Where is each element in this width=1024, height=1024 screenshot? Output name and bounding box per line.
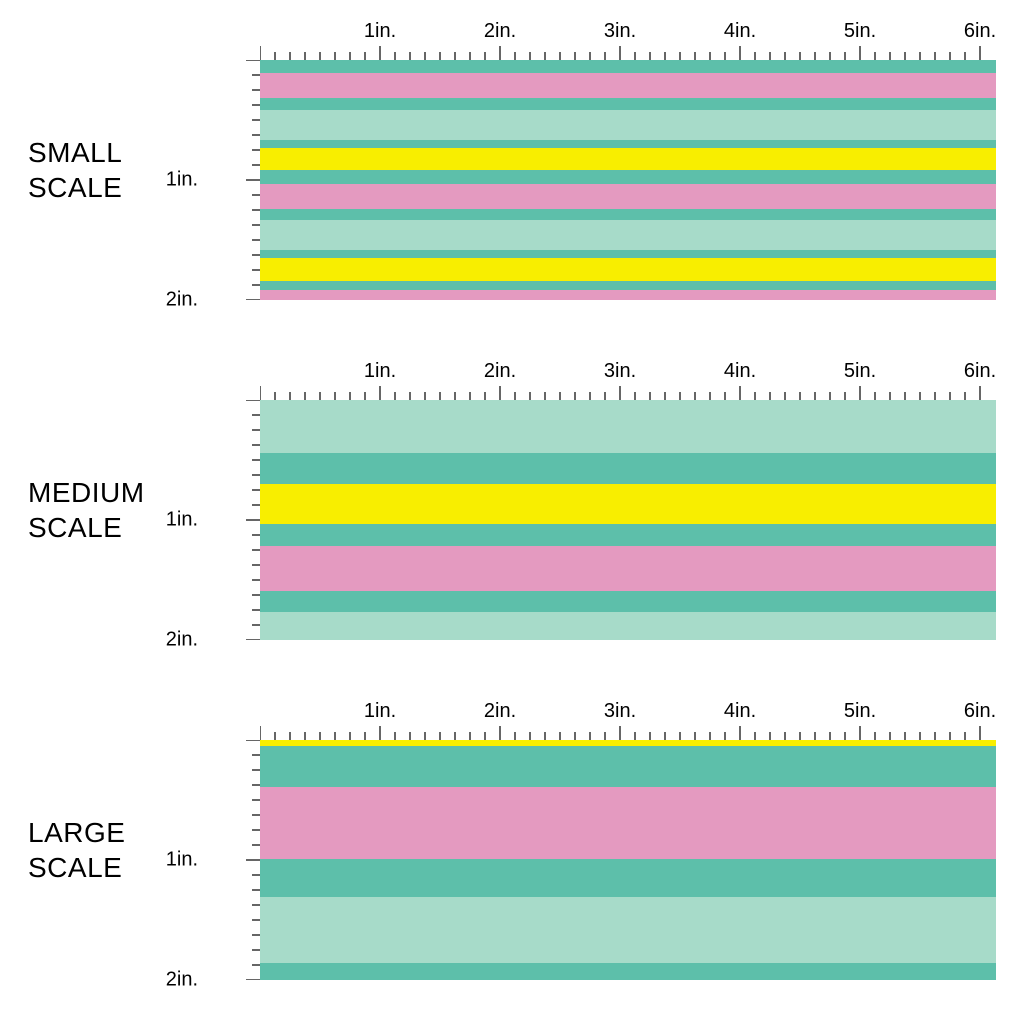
large-ruler-v: 1in.2in. <box>230 740 260 980</box>
large-scale-label: LARGE SCALE <box>28 815 125 885</box>
stripe <box>260 60 996 73</box>
stripe <box>260 746 996 788</box>
small-swatch <box>260 60 996 300</box>
ruler-x-label: 6in. <box>964 20 996 43</box>
stripe <box>260 400 996 453</box>
large-ruler-h: 1in. 2in. 3in. 4in. 5in. 6in. <box>260 700 996 740</box>
medium-ruler-h: 1in. 2in. 3in. 4in. 5in. 6in. <box>260 360 996 400</box>
ruler-x-label: 5in. <box>844 360 876 383</box>
ruler-x-label: 4in. <box>724 700 756 723</box>
stripe <box>260 484 996 523</box>
stripe <box>260 281 996 291</box>
stripe <box>260 290 996 300</box>
medium-ruler-v: 1in.2in. <box>230 400 260 640</box>
stripe <box>260 787 996 859</box>
small-ruler-v: 1in.2in. <box>230 60 260 300</box>
ruler-x-label: 5in. <box>844 700 876 723</box>
stripe <box>260 546 996 591</box>
ruler-x-label: 4in. <box>724 20 756 43</box>
canvas: SMALL SCALE 1in.2in.3in.4in.5in.6in. 1in… <box>0 0 1024 1024</box>
stripe <box>260 859 996 897</box>
ruler-y-label: 2in. <box>166 289 198 312</box>
stripe <box>260 963 996 980</box>
stripe <box>260 591 996 612</box>
medium-scale-label: MEDIUM SCALE <box>28 475 145 545</box>
ruler-x-label: 3in. <box>604 20 636 43</box>
ruler-x-label: 3in. <box>604 360 636 383</box>
small-ruler-h: 1in. 2in. 3in. 4in. 5in. 6in. <box>260 20 996 60</box>
ruler-x-label: 4in. <box>724 360 756 383</box>
stripe <box>260 897 996 963</box>
stripe <box>260 524 996 547</box>
stripe <box>260 73 996 98</box>
stripe <box>260 258 996 281</box>
ruler-x-label: 2in. <box>484 20 516 43</box>
ruler-y-label: 1in. <box>166 169 198 192</box>
small-scale-label: SMALL SCALE <box>28 135 122 205</box>
stripe <box>260 612 996 640</box>
ruler-x-label: 6in. <box>964 360 996 383</box>
medium-swatch <box>260 400 996 640</box>
stripe <box>260 140 996 148</box>
stripe <box>260 98 996 109</box>
ruler-x-label: 5in. <box>844 20 876 43</box>
ruler-y-label: 2in. <box>166 629 198 652</box>
ruler-x-label: 2in. <box>484 360 516 383</box>
stripe <box>260 110 996 140</box>
ruler-y-label: 1in. <box>166 849 198 872</box>
ruler-y-label: 1in. <box>166 509 198 532</box>
ruler-x-label: 3in. <box>604 700 636 723</box>
ruler-x-label: 1in. <box>364 20 396 43</box>
stripe <box>260 184 996 209</box>
stripe <box>260 148 996 171</box>
ruler-y-label: 2in. <box>166 969 198 992</box>
ruler-x-label: 2in. <box>484 700 516 723</box>
ruler-x-label: 1in. <box>364 700 396 723</box>
stripe <box>260 220 996 250</box>
stripe <box>260 170 996 183</box>
stripe <box>260 453 996 485</box>
large-swatch <box>260 740 996 980</box>
ruler-x-label: 1in. <box>364 360 396 383</box>
stripe <box>260 250 996 258</box>
ruler-x-label: 6in. <box>964 700 996 723</box>
stripe <box>260 209 996 220</box>
